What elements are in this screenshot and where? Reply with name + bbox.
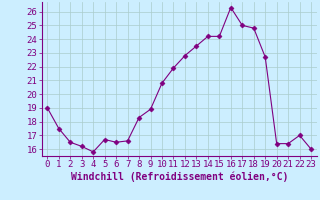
- X-axis label: Windchill (Refroidissement éolien,°C): Windchill (Refroidissement éolien,°C): [70, 172, 288, 182]
